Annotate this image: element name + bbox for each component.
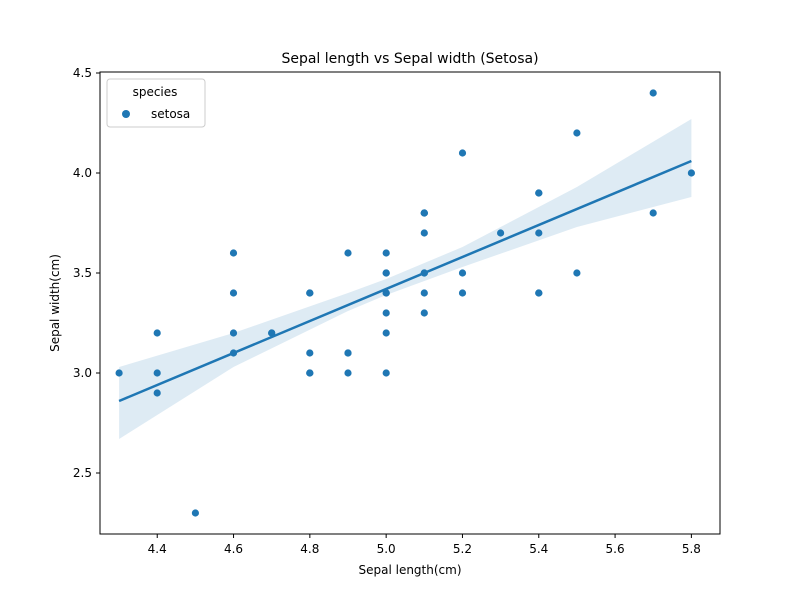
data-point-31 bbox=[535, 289, 543, 297]
x-tick-label-7: 5.8 bbox=[682, 542, 701, 556]
data-point-46 bbox=[420, 209, 428, 217]
confidence-band bbox=[119, 119, 692, 439]
data-point-35 bbox=[382, 329, 390, 337]
y-tick-label-1: 3.0 bbox=[73, 366, 92, 380]
x-tick-label-1: 4.6 bbox=[224, 542, 243, 556]
data-point-13 bbox=[115, 369, 123, 377]
y-tick-label-3: 4.0 bbox=[73, 166, 92, 180]
x-tick-label-0: 4.4 bbox=[148, 542, 167, 556]
data-point-33 bbox=[573, 129, 581, 137]
data-point-25 bbox=[382, 369, 390, 377]
data-point-37 bbox=[344, 249, 352, 257]
data-point-24 bbox=[306, 289, 314, 297]
data-point-10 bbox=[535, 229, 543, 237]
data-point-48 bbox=[497, 229, 505, 237]
data-point-38 bbox=[153, 369, 161, 377]
legend-marker-setosa bbox=[122, 110, 130, 118]
data-point-43 bbox=[382, 269, 390, 277]
x-tick-label-3: 5.0 bbox=[377, 542, 396, 556]
legend-title: species bbox=[133, 85, 178, 99]
regression-line bbox=[118, 159, 692, 403]
x-tick-label-2: 4.8 bbox=[300, 542, 319, 556]
data-point-42 bbox=[153, 329, 161, 337]
data-point-18 bbox=[649, 209, 657, 217]
y-tick-label-4: 4.5 bbox=[73, 66, 92, 80]
data-point-8 bbox=[153, 389, 161, 397]
data-point-26 bbox=[382, 289, 390, 297]
data-point-41 bbox=[191, 509, 199, 517]
data-point-32 bbox=[458, 149, 467, 157]
legend: species setosa bbox=[106, 78, 206, 128]
data-point-39 bbox=[420, 289, 428, 297]
data-point-21 bbox=[420, 229, 428, 237]
plot-area bbox=[115, 89, 696, 517]
axes-frame bbox=[99, 71, 721, 535]
data-point-16 bbox=[535, 189, 543, 197]
y-tick-label-2: 3.5 bbox=[73, 266, 92, 280]
data-point-1 bbox=[344, 369, 352, 377]
data-point-22 bbox=[229, 249, 238, 257]
data-point-4 bbox=[382, 249, 390, 257]
data-point-49 bbox=[382, 309, 390, 317]
data-point-29 bbox=[268, 329, 276, 337]
x-tick-label-4: 5.2 bbox=[453, 542, 472, 556]
x-axis: 4.4 4.6 4.8 5.0 5.2 5.4 5.6 5.8 bbox=[148, 534, 701, 556]
data-point-15 bbox=[649, 89, 657, 97]
data-point-6 bbox=[229, 289, 238, 297]
legend-box bbox=[106, 78, 206, 128]
data-point-30 bbox=[306, 349, 314, 357]
data-point-27 bbox=[458, 269, 467, 277]
y-axis: 2.5 3.0 3.5 4.0 4.5 bbox=[73, 66, 100, 480]
data-point-14 bbox=[687, 169, 696, 177]
x-tick-label-5: 5.4 bbox=[529, 542, 548, 556]
chart-title: Sepal length vs Sepal width (Setosa) bbox=[281, 51, 538, 67]
y-tick-label-0: 2.5 bbox=[73, 466, 92, 480]
data-point-28 bbox=[458, 289, 467, 297]
legend-label-setosa: setosa bbox=[151, 107, 190, 121]
data-point-23 bbox=[420, 309, 428, 317]
data-point-36 bbox=[573, 269, 581, 277]
data-point-45 bbox=[306, 369, 314, 377]
x-axis-label: Sepal length(cm) bbox=[358, 563, 461, 577]
x-tick-label-6: 5.6 bbox=[606, 542, 625, 556]
data-point-47 bbox=[229, 329, 238, 337]
data-point-34 bbox=[344, 349, 352, 357]
y-axis-label: Sepal width(cm) bbox=[48, 254, 62, 352]
